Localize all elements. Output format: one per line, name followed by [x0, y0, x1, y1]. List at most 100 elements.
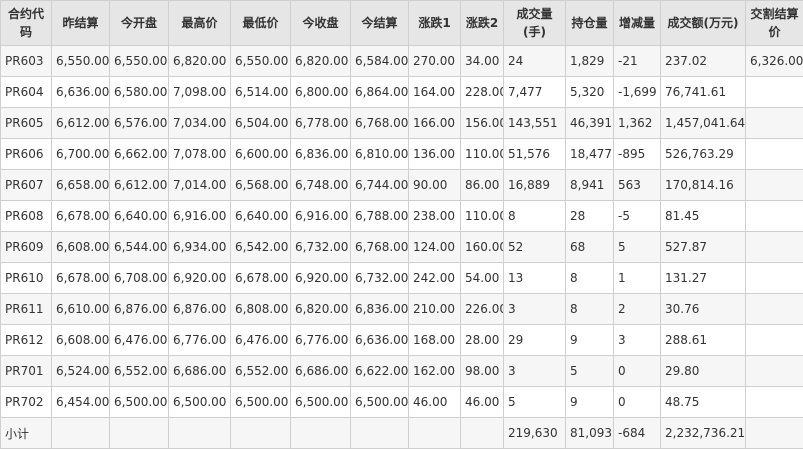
table-cell — [746, 294, 803, 325]
table-cell: 6,820.00 — [169, 46, 231, 77]
column-header: 今收盘 — [291, 1, 351, 46]
table-cell: 6,836.00 — [351, 294, 409, 325]
table-cell: 68 — [566, 232, 614, 263]
column-header: 涨跌1 — [409, 1, 461, 46]
table-cell: 6,732.00 — [351, 263, 409, 294]
table-cell: 7,014.00 — [169, 170, 231, 201]
table-cell — [409, 418, 461, 449]
table-cell: PR701 — [1, 356, 52, 387]
table-cell: 228.00 — [461, 77, 504, 108]
table-cell: 6,768.00 — [351, 232, 409, 263]
table-cell: 小计 — [1, 418, 52, 449]
table-cell: 5 — [566, 356, 614, 387]
table-cell: 6,678.00 — [52, 263, 110, 294]
table-cell: 6,800.00 — [291, 77, 351, 108]
table-cell: 6,662.00 — [110, 139, 169, 170]
table-cell: 6,500.00 — [351, 387, 409, 418]
table-cell: PR610 — [1, 263, 52, 294]
table-cell: 0 — [614, 356, 661, 387]
table-cell: 6,608.00 — [52, 325, 110, 356]
table-cell: 6,550.00 — [52, 46, 110, 77]
table-cell — [746, 77, 803, 108]
table-cell — [746, 139, 803, 170]
table-cell: 124.00 — [409, 232, 461, 263]
table-cell: 90.00 — [409, 170, 461, 201]
column-header: 成交量(手) — [504, 1, 566, 46]
table-cell: 6,744.00 — [351, 170, 409, 201]
table-cell: 0 — [614, 387, 661, 418]
table-cell: 7,098.00 — [169, 77, 231, 108]
table-cell: 16,889 — [504, 170, 566, 201]
table-cell: 98.00 — [461, 356, 504, 387]
table-cell: 13 — [504, 263, 566, 294]
table-cell: PR611 — [1, 294, 52, 325]
table-cell: 30.76 — [661, 294, 746, 325]
table-cell: 6,658.00 — [52, 170, 110, 201]
table-cell: 46.00 — [409, 387, 461, 418]
table-cell — [291, 418, 351, 449]
table-cell — [52, 418, 110, 449]
table-cell: 6,636.00 — [351, 325, 409, 356]
table-cell: 6,640.00 — [110, 201, 169, 232]
table-cell: PR607 — [1, 170, 52, 201]
table-cell: 6,454.00 — [52, 387, 110, 418]
table-cell: 6,504.00 — [231, 108, 291, 139]
table-cell: 162.00 — [409, 356, 461, 387]
table-cell: 29 — [504, 325, 566, 356]
table-cell — [746, 356, 803, 387]
table-cell: PR603 — [1, 46, 52, 77]
table-cell: 6,820.00 — [291, 46, 351, 77]
table-cell: 6,778.00 — [291, 108, 351, 139]
table-cell: 6,500.00 — [231, 387, 291, 418]
table-cell: 168.00 — [409, 325, 461, 356]
table-cell: PR606 — [1, 139, 52, 170]
table-cell — [746, 232, 803, 263]
column-header: 最高价 — [169, 1, 231, 46]
table-cell: 136.00 — [409, 139, 461, 170]
column-header: 昨结算 — [52, 1, 110, 46]
table-cell: 46,391 — [566, 108, 614, 139]
column-header: 合约代码 — [1, 1, 52, 46]
table-cell: 1 — [614, 263, 661, 294]
table-cell: 6,600.00 — [231, 139, 291, 170]
table-cell: 6,678.00 — [231, 263, 291, 294]
table-cell: 6,708.00 — [110, 263, 169, 294]
table-cell: 6,550.00 — [231, 46, 291, 77]
table-cell: 7,477 — [504, 77, 566, 108]
table-cell: 5 — [504, 387, 566, 418]
table-cell: 8,941 — [566, 170, 614, 201]
table-cell — [746, 263, 803, 294]
table-cell: 9 — [566, 387, 614, 418]
column-header: 最低价 — [231, 1, 291, 46]
table-cell: -895 — [614, 139, 661, 170]
table-cell: 270.00 — [409, 46, 461, 77]
table-cell: 110.00 — [461, 201, 504, 232]
table-cell: 28 — [566, 201, 614, 232]
table-cell — [746, 325, 803, 356]
table-cell: 110.00 — [461, 139, 504, 170]
table-cell — [169, 418, 231, 449]
table-cell: 527.87 — [661, 232, 746, 263]
table-cell — [351, 418, 409, 449]
table-cell: 6,584.00 — [351, 46, 409, 77]
table-cell: 6,500.00 — [291, 387, 351, 418]
table-cell: 6,514.00 — [231, 77, 291, 108]
table-cell: 48.75 — [661, 387, 746, 418]
table-cell — [110, 418, 169, 449]
table-cell: -5 — [614, 201, 661, 232]
table-cell — [746, 201, 803, 232]
table-cell: 131.27 — [661, 263, 746, 294]
table-cell: -21 — [614, 46, 661, 77]
table-cell: 6,524.00 — [52, 356, 110, 387]
table-cell: 46.00 — [461, 387, 504, 418]
